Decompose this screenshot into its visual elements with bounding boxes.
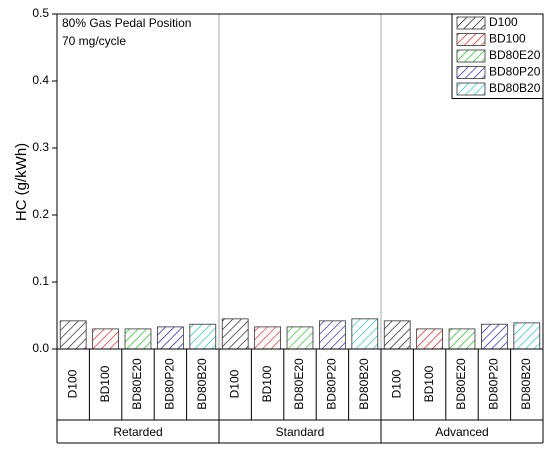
bar <box>416 328 443 350</box>
legend-swatch <box>456 49 486 63</box>
bar <box>481 323 508 350</box>
group-label: Advanced <box>435 425 488 439</box>
annotation: 80% Gas Pedal Position <box>62 16 191 30</box>
annotation: 70 mg/cycle <box>62 34 126 48</box>
bar <box>59 320 87 350</box>
bar <box>286 326 314 350</box>
y-axis-label: HC (g/kWh) <box>13 143 30 221</box>
x-tick-label: BD80P20 <box>325 358 339 410</box>
bar <box>448 328 476 350</box>
x-tick-label: BD80B20 <box>195 358 209 410</box>
bar <box>221 318 249 350</box>
plot-frame <box>56 13 544 350</box>
bar <box>92 328 119 350</box>
x-tick-label: D100 <box>389 369 403 398</box>
x-tick-label: D100 <box>227 369 241 398</box>
legend-label: BD80B20 <box>489 81 541 95</box>
y-tick-label: 0.1 <box>32 274 49 288</box>
group-label: Retarded <box>113 425 162 439</box>
y-tick-label: 0.0 <box>32 341 49 355</box>
x-tick-label: BD80E20 <box>130 358 144 410</box>
x-tick-label: BD80B20 <box>357 358 371 410</box>
legend-swatch <box>456 16 486 30</box>
x-tick-label: BD80B20 <box>519 358 533 410</box>
legend-swatch <box>456 33 486 46</box>
bar <box>254 326 281 350</box>
x-tick-label: BD100 <box>98 365 112 402</box>
legend-label: BD80P20 <box>489 65 541 79</box>
x-tick-label: BD80E20 <box>454 358 468 410</box>
x-tick-label: BD100 <box>422 365 436 402</box>
bar <box>383 320 411 350</box>
x-tick-label: BD100 <box>260 365 274 402</box>
legend-swatch <box>456 66 486 79</box>
x-tick-label: BD80E20 <box>292 358 306 410</box>
y-tick-label: 0.4 <box>32 73 49 87</box>
bar <box>189 323 217 350</box>
bar <box>351 318 379 350</box>
x-tick-label: D100 <box>65 369 79 398</box>
y-tick-label: 0.2 <box>32 207 49 221</box>
bar <box>319 320 346 350</box>
legend-label: BD80E20 <box>489 48 541 62</box>
x-tick-label: BD80P20 <box>163 358 177 410</box>
group-label: Standard <box>276 425 325 439</box>
legend-label: D100 <box>489 15 518 29</box>
y-tick-label: 0.3 <box>32 140 49 154</box>
bar <box>157 326 184 350</box>
y-tick-label: 0.5 <box>32 6 49 20</box>
bar <box>513 322 541 350</box>
legend-swatch <box>456 82 486 96</box>
bar <box>124 328 152 350</box>
legend-label: BD100 <box>489 32 526 46</box>
x-tick-label: BD80P20 <box>487 358 501 410</box>
